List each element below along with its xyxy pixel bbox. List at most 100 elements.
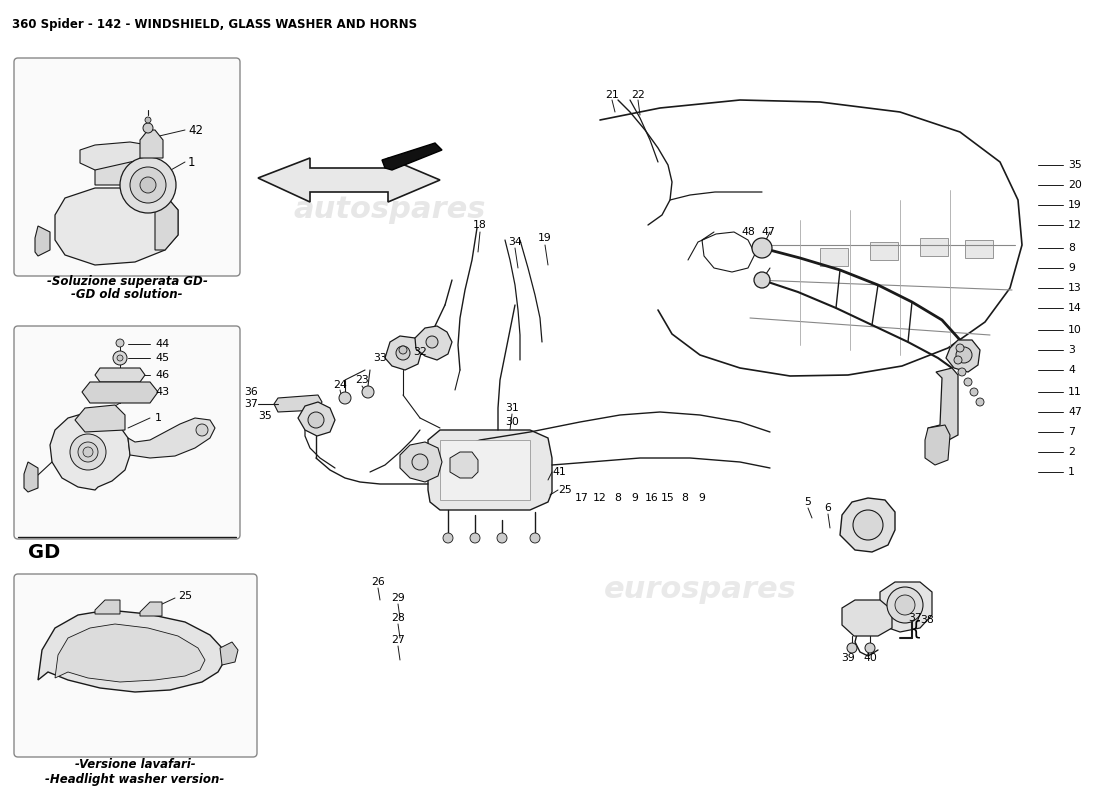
- Polygon shape: [440, 440, 530, 500]
- Text: 30: 30: [505, 417, 519, 427]
- Polygon shape: [82, 382, 158, 403]
- Circle shape: [954, 356, 962, 364]
- Text: 19: 19: [1068, 200, 1081, 210]
- Text: 17: 17: [575, 493, 589, 503]
- Text: 46: 46: [155, 370, 169, 380]
- Circle shape: [865, 643, 874, 653]
- Text: 47: 47: [1068, 407, 1081, 417]
- Polygon shape: [880, 582, 932, 632]
- Bar: [965, 240, 993, 258]
- Circle shape: [399, 346, 407, 354]
- Polygon shape: [128, 418, 214, 458]
- Text: 27: 27: [392, 635, 405, 645]
- Polygon shape: [140, 602, 162, 616]
- Circle shape: [145, 117, 151, 123]
- Polygon shape: [50, 413, 130, 490]
- Text: 1: 1: [155, 413, 162, 423]
- Text: 38: 38: [920, 615, 934, 625]
- Text: 7: 7: [1068, 427, 1075, 437]
- FancyBboxPatch shape: [14, 58, 240, 276]
- Text: 39: 39: [842, 653, 855, 663]
- Polygon shape: [840, 498, 895, 552]
- Circle shape: [895, 595, 915, 615]
- Polygon shape: [298, 402, 336, 436]
- Text: 13: 13: [1068, 283, 1081, 293]
- Text: 21: 21: [605, 90, 619, 100]
- Text: autospares: autospares: [294, 195, 486, 225]
- Circle shape: [754, 272, 770, 288]
- Polygon shape: [428, 430, 552, 510]
- Text: 28: 28: [392, 613, 405, 623]
- Polygon shape: [95, 600, 120, 614]
- Polygon shape: [35, 226, 50, 256]
- Polygon shape: [842, 600, 892, 636]
- Text: 26: 26: [371, 577, 385, 587]
- Circle shape: [130, 167, 166, 203]
- Bar: [920, 238, 948, 256]
- Text: 9: 9: [631, 493, 638, 503]
- Text: 25: 25: [178, 591, 192, 601]
- Polygon shape: [385, 336, 422, 370]
- Polygon shape: [55, 624, 205, 682]
- Text: 41: 41: [552, 467, 565, 477]
- Text: 25: 25: [558, 485, 572, 495]
- Polygon shape: [80, 142, 148, 170]
- Text: 48: 48: [741, 227, 755, 237]
- Text: 6: 6: [825, 503, 832, 513]
- Text: 43: 43: [155, 387, 169, 397]
- Text: 23: 23: [355, 375, 368, 385]
- Text: 10: 10: [1068, 325, 1082, 335]
- Text: GD: GD: [28, 543, 60, 562]
- Polygon shape: [274, 395, 322, 412]
- Text: 19: 19: [538, 233, 552, 243]
- Text: 3: 3: [1068, 345, 1075, 355]
- Text: 9: 9: [698, 493, 705, 503]
- Circle shape: [140, 177, 156, 193]
- Polygon shape: [24, 462, 38, 492]
- Text: -Soluzione superata GD-: -Soluzione superata GD-: [46, 275, 208, 289]
- Circle shape: [852, 510, 883, 540]
- Text: 16: 16: [645, 493, 659, 503]
- Text: 18: 18: [473, 220, 487, 230]
- Polygon shape: [55, 188, 178, 265]
- Text: 5: 5: [804, 497, 812, 507]
- Text: 12: 12: [1068, 220, 1081, 230]
- Polygon shape: [258, 158, 440, 202]
- Text: 24: 24: [333, 380, 346, 390]
- Text: 42: 42: [188, 123, 204, 137]
- Text: 14: 14: [1068, 303, 1081, 313]
- Text: {: {: [910, 620, 923, 639]
- Circle shape: [116, 339, 124, 347]
- Polygon shape: [925, 425, 950, 465]
- Polygon shape: [415, 326, 452, 360]
- Polygon shape: [928, 368, 958, 442]
- Text: 20: 20: [1068, 180, 1082, 190]
- Circle shape: [70, 434, 106, 470]
- Text: 37: 37: [908, 613, 922, 623]
- Text: 31: 31: [505, 403, 519, 413]
- Bar: [870, 242, 898, 260]
- Polygon shape: [400, 442, 442, 482]
- Text: 47: 47: [761, 227, 774, 237]
- Circle shape: [143, 123, 153, 133]
- Polygon shape: [39, 610, 225, 692]
- Text: 2: 2: [1068, 447, 1075, 457]
- Text: 12: 12: [593, 493, 607, 503]
- Text: 35: 35: [1068, 160, 1081, 170]
- Text: 360 Spider - 142 - WINDSHIELD, GLASS WASHER AND HORNS: 360 Spider - 142 - WINDSHIELD, GLASS WAS…: [12, 18, 417, 31]
- Circle shape: [530, 533, 540, 543]
- Circle shape: [396, 346, 410, 360]
- Text: 9: 9: [1068, 263, 1075, 273]
- Circle shape: [426, 336, 438, 348]
- Circle shape: [196, 424, 208, 436]
- Polygon shape: [450, 452, 478, 478]
- Text: 44: 44: [155, 339, 169, 349]
- Polygon shape: [220, 642, 238, 665]
- Text: -Versione lavafari-: -Versione lavafari-: [75, 758, 196, 771]
- Polygon shape: [95, 368, 145, 382]
- Circle shape: [308, 412, 324, 428]
- Polygon shape: [946, 340, 980, 372]
- Text: 8: 8: [1068, 243, 1075, 253]
- FancyBboxPatch shape: [14, 574, 257, 757]
- Text: 45: 45: [155, 353, 169, 363]
